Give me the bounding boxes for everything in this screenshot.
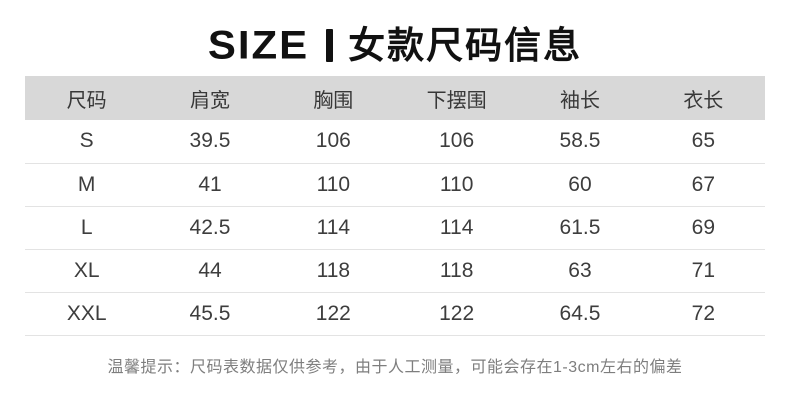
measurement-cell: 63 [518,249,642,293]
measurement-cell: 60 [518,163,642,207]
table-row: S 39.5 106 106 58.5 65 [25,120,765,164]
disclaimer-note: 温馨提示：尺码表数据仅供参考，由于人工测量，可能会存在1-3cm左右的偏差 [107,358,683,376]
measurement-cell: 122 [394,292,519,336]
measurement-cell: 44 [148,249,272,293]
header-cell-0: 尺码 [25,76,149,120]
measurement-cell: 110 [271,163,395,207]
table-row: XL 44 118 118 63 71 [25,249,765,293]
size-label-cell: S [25,120,149,164]
measurement-cell: 58.5 [518,120,642,164]
header-cell-3: 下摆围 [394,76,519,120]
size-table: 尺码 肩宽 胸围 下摆围 袖长 衣长 S 39.5 106 106 58.5 65 M 41 110 110… [25,76,765,336]
header-cell-2: 胸围 [271,76,395,120]
table-row: L 42.5 114 114 61.5 69 [25,206,765,250]
measurement-cell: 72 [641,292,765,336]
header-cell-1: 肩宽 [148,76,272,120]
table-row: M 41 110 110 60 67 [25,163,765,207]
measurement-cell: 106 [271,120,395,164]
size-table-header: 尺码 肩宽 胸围 下摆围 袖长 衣长 [25,76,765,120]
measurement-cell: 114 [271,206,395,250]
measurement-cell: 118 [394,249,519,293]
size-label-cell: L [25,206,149,250]
measurement-cell: 39.5 [148,120,272,164]
size-label-cell: M [25,163,149,207]
title-divider-bar-icon [326,28,334,62]
measurement-cell: 67 [641,163,765,207]
title-chinese-text: 女款尺码信息 [348,24,583,66]
size-label-cell: XL [25,249,149,293]
header-row: 尺码 肩宽 胸围 下摆围 袖长 衣长 [25,76,765,120]
header-cell-5: 衣长 [641,76,765,120]
measurement-cell: 41 [148,163,272,207]
measurement-cell: 122 [271,292,395,336]
measurement-cell: 114 [394,206,519,250]
measurement-cell: 106 [394,120,519,164]
measurement-cell: 65 [641,120,765,164]
measurement-cell: 61.5 [518,206,642,250]
measurement-cell: 45.5 [148,292,272,336]
header-cell-4: 袖长 [518,76,642,120]
measurement-cell: 64.5 [518,292,642,336]
measurement-cell: 110 [394,163,519,207]
measurement-cell: 118 [271,249,395,293]
size-table-body: S 39.5 106 106 58.5 65 M 41 110 110 60 67 L 42.5 114 11… [25,120,765,336]
table-row: XXL 45.5 122 122 64.5 72 [25,292,765,336]
measurement-cell: 42.5 [148,206,272,250]
measurement-cell: 71 [641,249,765,293]
measurement-cell: 69 [641,206,765,250]
size-label-cell: XXL [25,292,149,336]
page-title: SIZE 女款尺码信息 [0,0,790,74]
title-brand-text: SIZE [207,22,310,67]
